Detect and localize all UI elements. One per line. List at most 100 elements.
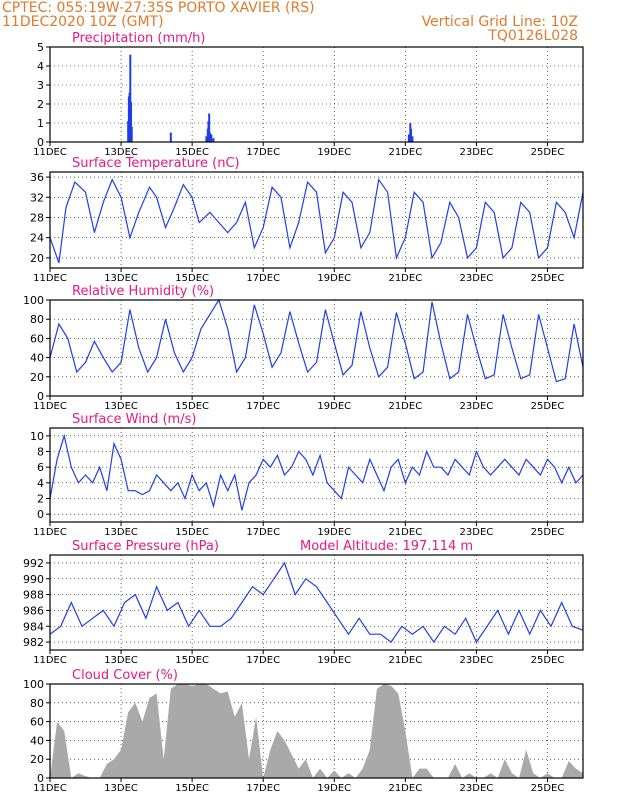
y-tick-label: 986 xyxy=(23,604,44,617)
y-tick-label: 6 xyxy=(37,461,44,474)
cloud-cover-area xyxy=(50,684,583,778)
y-tick-label: 0 xyxy=(37,136,44,149)
x-tick-label: 17DEC xyxy=(246,655,280,666)
x-tick-label: 19DEC xyxy=(317,147,351,158)
y-tick-label: 1 xyxy=(37,117,44,130)
x-tick-label: 25DEC xyxy=(531,527,565,538)
plot-frame xyxy=(49,427,584,523)
y-tick-label: 40 xyxy=(30,734,44,747)
x-tick-label: 19DEC xyxy=(317,273,351,284)
plot-frame xyxy=(49,683,584,779)
plot-frame xyxy=(49,46,584,143)
x-tick-label: 17DEC xyxy=(246,401,280,412)
precip-bar xyxy=(169,132,172,142)
header-location: CPTEC: 055:19W-27:35S PORTO XAVIER (RS) xyxy=(2,0,315,16)
panel-title: Surface Wind (m/s) xyxy=(72,412,196,427)
x-tick-label: 23DEC xyxy=(460,401,494,412)
series-line xyxy=(49,433,584,511)
series-line xyxy=(49,561,584,644)
y-tick-label: 4 xyxy=(37,60,44,73)
precip-bar xyxy=(407,134,410,142)
x-tick-label: 15DEC xyxy=(175,527,209,538)
x-tick-label: 23DEC xyxy=(460,783,494,794)
x-tick-label: 13DEC xyxy=(104,401,138,412)
x-tick-label: 11DEC xyxy=(33,147,67,158)
x-tick-label: 23DEC xyxy=(460,655,494,666)
y-tick-label: 2 xyxy=(37,98,44,111)
y-tick-label: 40 xyxy=(30,352,44,365)
y-tick-label: 0 xyxy=(37,508,44,521)
x-tick-label: 17DEC xyxy=(246,783,280,794)
y-tick-label: 20 xyxy=(30,753,44,766)
x-tick-label: 19DEC xyxy=(317,401,351,412)
precip-bar xyxy=(129,54,132,142)
x-tick-label: 15DEC xyxy=(175,401,209,412)
panel-title: Precipitation (mm/h) xyxy=(72,31,205,46)
x-tick-label: 25DEC xyxy=(531,147,565,158)
precip-bar xyxy=(210,134,213,142)
precip-bar xyxy=(410,128,413,142)
y-tick-label: 988 xyxy=(23,589,44,602)
y-tick-label: 0 xyxy=(37,772,44,785)
y-tick-label: 984 xyxy=(23,620,44,633)
panel-title: Cloud Cover (%) xyxy=(72,668,178,683)
header-datetime: 11DEC2020 10Z (GMT) xyxy=(2,14,164,30)
x-tick-label: 13DEC xyxy=(104,655,138,666)
panel-title: Surface Pressure (hPa) xyxy=(72,539,219,554)
x-tick-label: 19DEC xyxy=(317,783,351,794)
precip-bar xyxy=(130,126,133,142)
y-tick-label: 5 xyxy=(37,41,44,54)
y-tick-label: 100 xyxy=(23,678,44,691)
y-tick-label: 80 xyxy=(30,313,44,326)
x-tick-label: 25DEC xyxy=(531,401,565,412)
header-model-code: TQ0126L028 xyxy=(488,28,578,44)
x-tick-label: 13DEC xyxy=(104,273,138,284)
y-tick-label: 0 xyxy=(37,390,44,403)
y-tick-label: 10 xyxy=(30,430,44,443)
x-tick-label: 21DEC xyxy=(388,401,422,412)
x-tick-label: 21DEC xyxy=(388,783,422,794)
panel-title: Surface Temperature (nC) xyxy=(72,156,240,171)
panel-title: Relative Humidity (%) xyxy=(72,284,214,299)
x-tick-label: 15DEC xyxy=(175,147,209,158)
plot-frame xyxy=(49,299,584,397)
x-tick-label: 21DEC xyxy=(388,655,422,666)
x-tick-label: 23DEC xyxy=(460,527,494,538)
y-tick-label: 24 xyxy=(30,232,44,245)
precip-bar xyxy=(208,113,211,142)
plot-frame xyxy=(49,171,584,269)
x-tick-label: 21DEC xyxy=(388,527,422,538)
x-tick-label: 23DEC xyxy=(460,147,494,158)
y-tick-label: 3 xyxy=(37,79,44,92)
precip-bar xyxy=(411,136,414,142)
plot-frame xyxy=(49,554,584,651)
x-tick-label: 11DEC xyxy=(33,527,67,538)
y-tick-label: 990 xyxy=(23,573,44,586)
x-tick-label: 13DEC xyxy=(104,527,138,538)
x-tick-label: 11DEC xyxy=(33,401,67,412)
y-tick-label: 32 xyxy=(30,191,44,204)
series-line xyxy=(49,178,584,264)
x-tick-label: 25DEC xyxy=(531,783,565,794)
x-tick-label: 11DEC xyxy=(33,273,67,284)
y-tick-label: 992 xyxy=(23,557,44,570)
x-tick-label: 21DEC xyxy=(388,147,422,158)
header-grid-line: Vertical Grid Line: 10Z xyxy=(421,14,578,30)
y-tick-label: 8 xyxy=(37,446,44,459)
x-tick-label: 17DEC xyxy=(246,527,280,538)
y-tick-label: 36 xyxy=(30,171,44,184)
y-tick-label: 80 xyxy=(30,697,44,710)
x-tick-label: 11DEC xyxy=(33,655,67,666)
y-tick-label: 4 xyxy=(37,477,44,490)
x-tick-label: 15DEC xyxy=(175,655,209,666)
precip-bar xyxy=(130,102,133,142)
y-tick-label: 28 xyxy=(30,211,44,224)
x-tick-label: 23DEC xyxy=(460,273,494,284)
x-tick-label: 11DEC xyxy=(33,783,67,794)
x-tick-label: 25DEC xyxy=(531,273,565,284)
y-tick-label: 60 xyxy=(30,716,44,729)
x-tick-label: 17DEC xyxy=(246,147,280,158)
precip-bar xyxy=(205,136,208,142)
y-tick-label: 60 xyxy=(30,332,44,345)
y-tick-label: 982 xyxy=(23,636,44,649)
